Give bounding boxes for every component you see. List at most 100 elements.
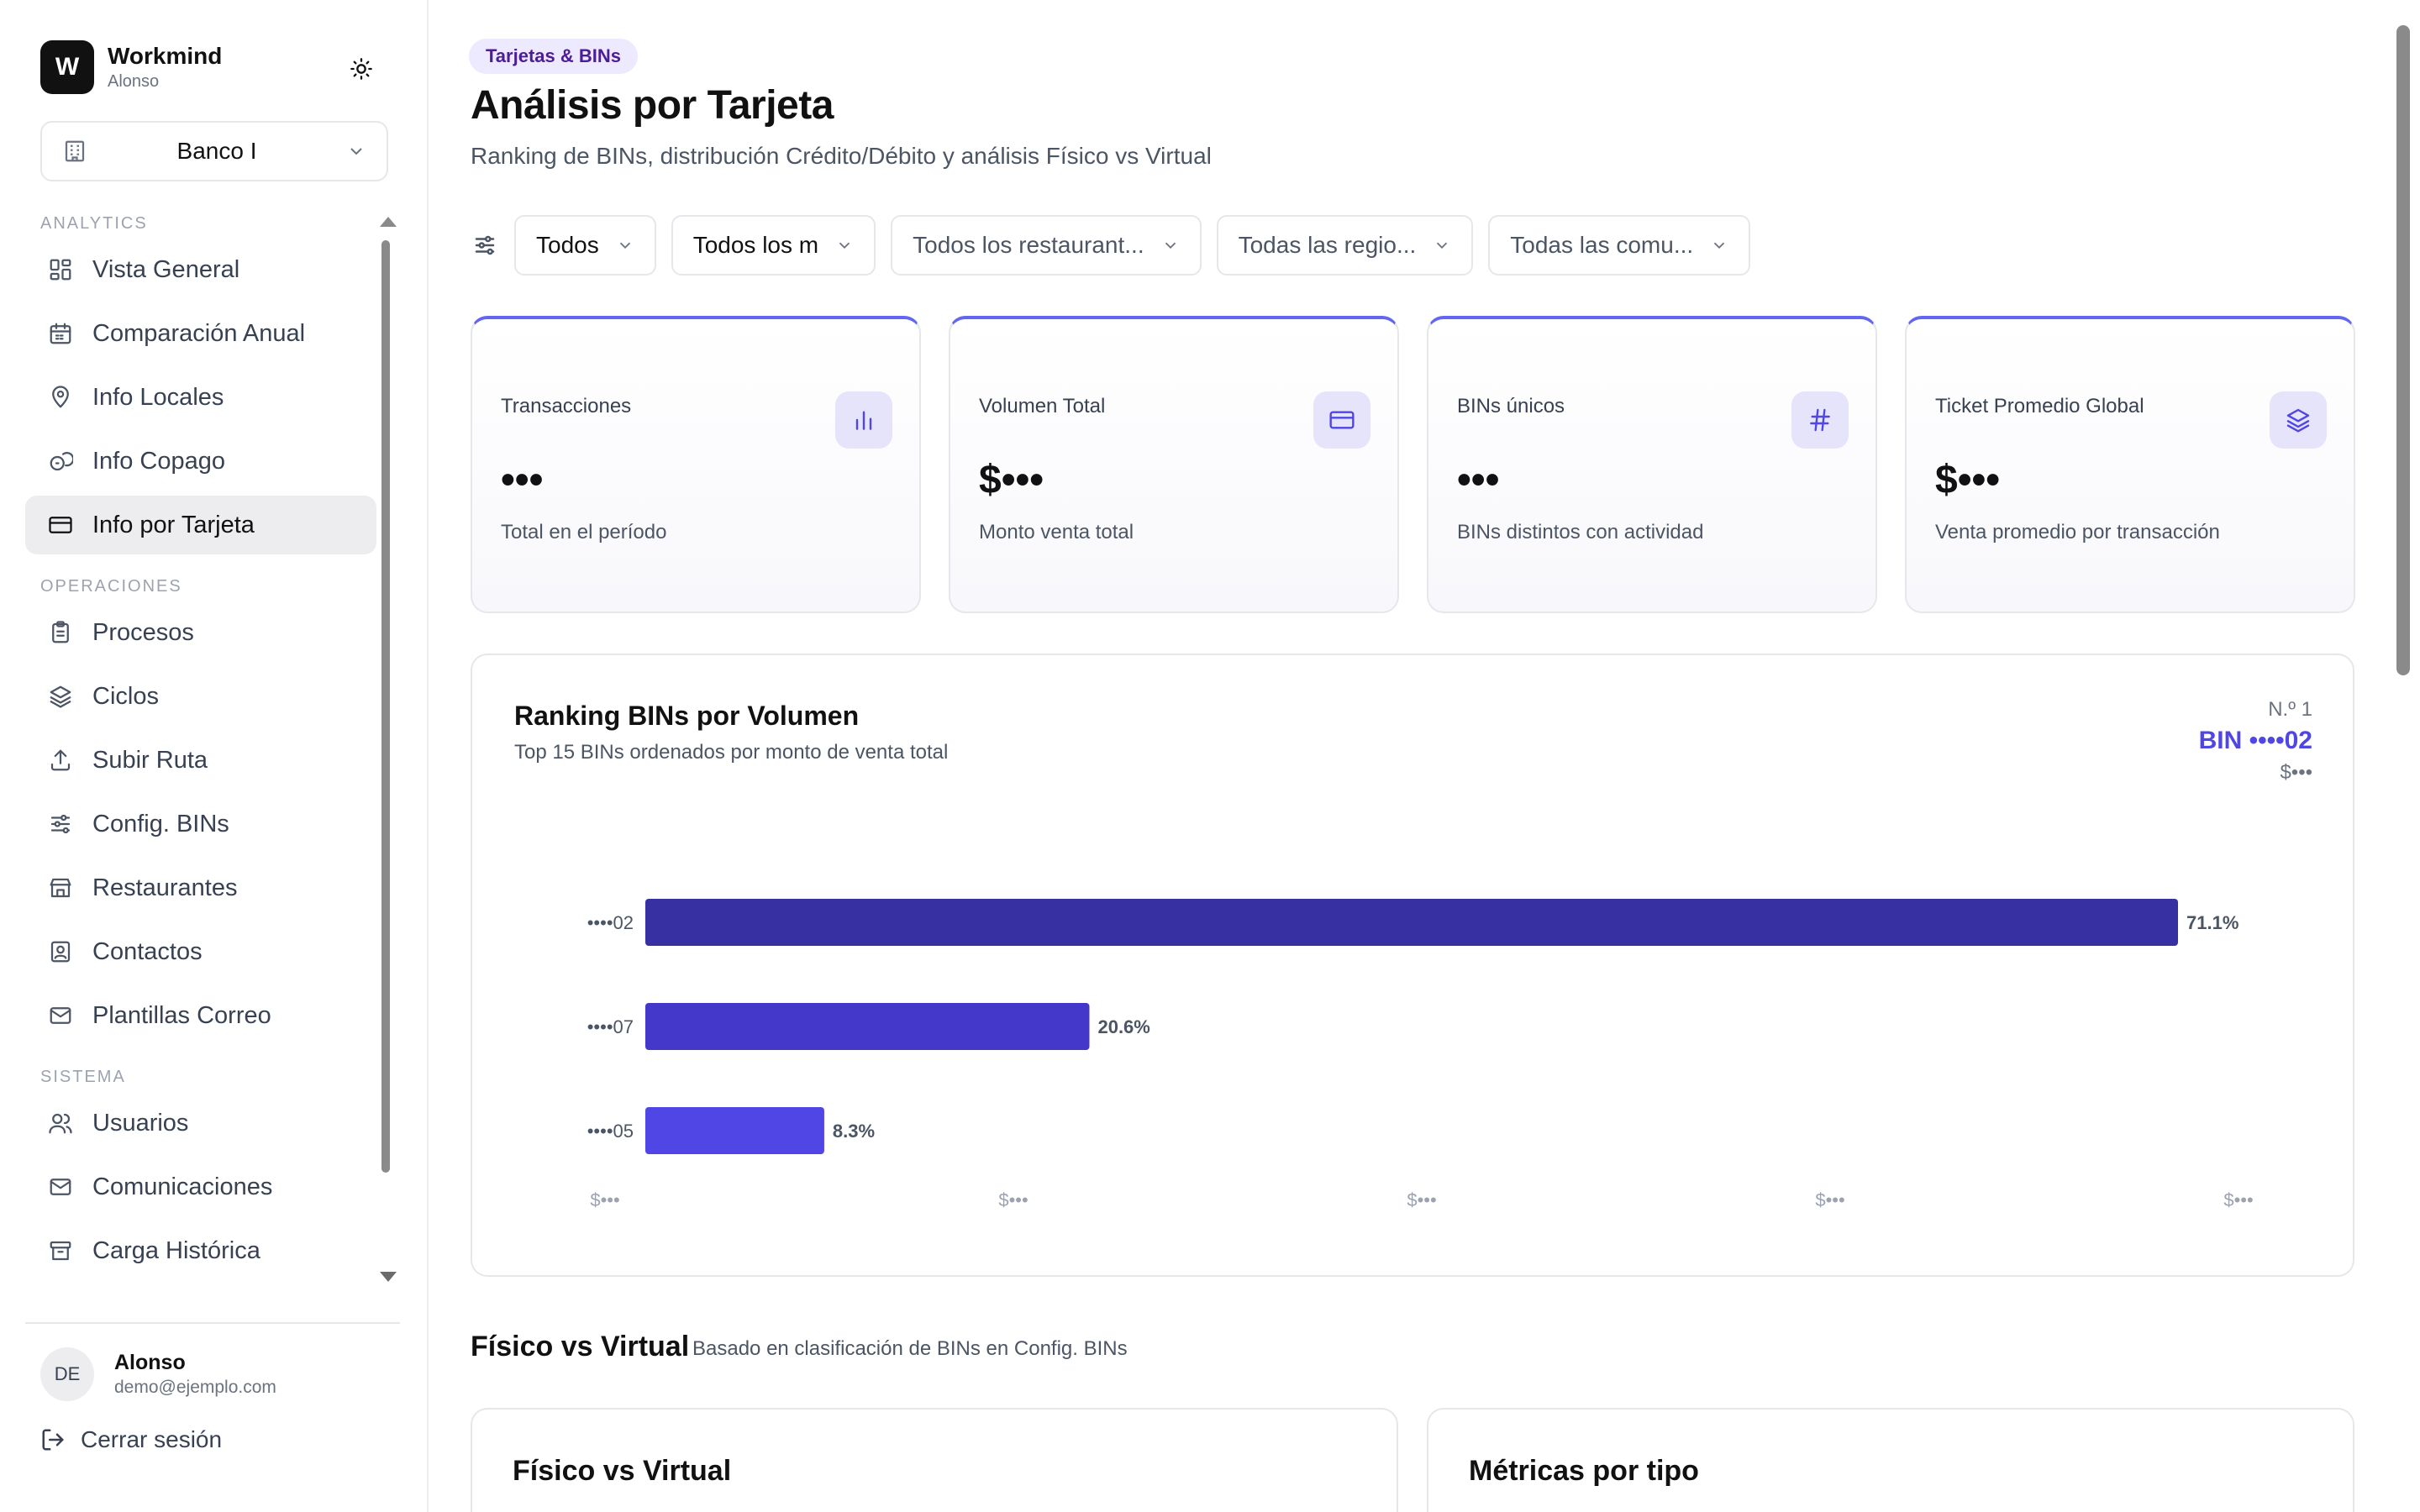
sidebar-item-label: Info por Tarjeta — [92, 511, 255, 538]
bin-bar[interactable] — [645, 899, 2178, 946]
map-pin-icon — [47, 384, 74, 411]
kpi-card: BINs únicos ••• BINs distintos con activid… — [1427, 316, 1877, 613]
ranking-subtitle: Top 15 BINs ordenados por monto de venta… — [514, 741, 949, 764]
chevron-down-icon — [835, 236, 854, 255]
x-axis-tick-label: $••• — [1815, 1189, 1844, 1210]
layers-icon — [2270, 391, 2327, 449]
filters-bar: Todos Todos los m Todos los restaurant... T… — [471, 215, 1765, 276]
sidebar-item-label: Comunicaciones — [92, 1173, 273, 1200]
kpi-title: Transacciones — [501, 395, 632, 417]
top-rank-label: N.º 1 — [2268, 698, 2312, 721]
sidebar-item-comparación-anual[interactable]: Comparación Anual — [25, 304, 376, 363]
filter-value: Todas las comu... — [1510, 232, 1694, 258]
page-scrollbar-thumb[interactable] — [2396, 25, 2410, 675]
sidebar-item-procesos[interactable]: Procesos — [25, 603, 376, 662]
calendar-icon — [47, 320, 74, 347]
scroll-down-arrow[interactable] — [380, 1272, 397, 1282]
users-icon — [47, 1110, 74, 1137]
bank-selector[interactable]: Banco I — [40, 121, 388, 181]
user-profile[interactable]: DE Alonso demo@ejemplo.com — [40, 1347, 276, 1401]
clipboard-icon — [47, 619, 74, 646]
filter-dropdown[interactable]: Todas las comu... — [1488, 215, 1751, 276]
sidebar-item-label: Comparación Anual — [92, 319, 306, 347]
top-bin-label: BIN ••••02 — [2198, 727, 2312, 754]
coins-icon — [47, 448, 74, 475]
bin-bar[interactable] — [645, 1107, 824, 1154]
logout-icon — [40, 1427, 66, 1452]
filter-dropdown[interactable]: Todos los m — [671, 215, 876, 276]
filter-dropdown[interactable]: Todos — [514, 215, 656, 276]
sidebar-scrollbar[interactable] — [380, 215, 390, 1282]
sidebar: W Workmind Alonso Banco I ANALYTICS Vista… — [0, 0, 429, 1512]
sidebar-item-config-bins[interactable]: Config. BINs — [25, 795, 376, 853]
section-badge: Tarjetas & BINs — [469, 39, 638, 74]
sidebar-item-ciclos[interactable]: Ciclos — [25, 667, 376, 726]
metrics-by-type-card-title: Métricas por tipo — [1469, 1455, 1699, 1487]
sidebar-item-carga-histórica[interactable]: Carga Histórica — [25, 1221, 376, 1280]
sidebar-item-contactos[interactable]: Contactos — [25, 922, 376, 981]
mail-icon — [47, 1173, 74, 1200]
layers-icon — [47, 683, 74, 710]
sidebar-item-label: Vista General — [92, 255, 240, 283]
nav-section-title: OPERACIONES — [40, 577, 182, 596]
brand-name: Workmind — [108, 43, 223, 69]
bin-value-label: 8.3% — [833, 1121, 875, 1142]
top-bin-summary: N.º 1 BIN ••••02 $••• — [2199, 696, 2312, 788]
contact-icon — [47, 938, 74, 965]
brand-logo: W — [40, 40, 94, 94]
brand[interactable]: W Workmind Alonso — [40, 40, 222, 94]
x-axis-tick-label: $••• — [590, 1189, 619, 1210]
sidebar-item-label: Info Locales — [92, 383, 224, 411]
bin-value-label: 71.1% — [2186, 912, 2238, 933]
bin-category-label: ••••02 — [587, 912, 634, 933]
sidebar-item-usuarios[interactable]: Usuarios — [25, 1094, 376, 1152]
sidebar-item-vista-general[interactable]: Vista General — [25, 240, 376, 299]
filter-dropdown[interactable]: Todas las regio... — [1216, 215, 1474, 276]
sidebar-nav: ANALYTICS Vista General Comparación Anual I… — [25, 198, 395, 1290]
chevron-down-icon — [1710, 236, 1728, 255]
sidebar-item-label: Usuarios — [92, 1109, 189, 1137]
sidebar-item-info-locales[interactable]: Info Locales — [25, 368, 376, 427]
dashboard-icon — [47, 256, 74, 283]
bin-value-label: 20.6% — [1097, 1016, 1150, 1037]
kpi-card: Transacciones ••• Total en el período — [471, 316, 921, 613]
sidebar-item-label: Info Copago — [92, 447, 226, 475]
kpi-subtitle: Monto venta total — [979, 521, 1134, 543]
sidebar-item-subir-ruta[interactable]: Subir Ruta — [25, 731, 376, 790]
sidebar-scrollbar-thumb[interactable] — [381, 240, 390, 1173]
theme-toggle-button[interactable] — [345, 52, 378, 86]
filter-value: Todos los restaurant... — [913, 232, 1144, 258]
ranking-card: Ranking BINs por Volumen Top 15 BINs ord… — [471, 654, 2354, 1277]
filter-dropdown[interactable]: Todos los restaurant... — [891, 215, 1202, 276]
scroll-up-arrow[interactable] — [380, 217, 397, 227]
chevron-down-icon — [1161, 236, 1180, 255]
filter-value: Todos los m — [692, 232, 819, 258]
kpi-value: $••• — [979, 458, 1044, 502]
sidebar-item-plantillas-correo[interactable]: Plantillas Correo — [25, 986, 376, 1045]
top-bin-value: $••• — [2280, 761, 2312, 784]
sidebar-item-comunicaciones[interactable]: Comunicaciones — [25, 1158, 376, 1216]
logout-button[interactable]: Cerrar sesión — [40, 1426, 222, 1453]
kpi-value: $••• — [1935, 458, 2001, 502]
credit-card-icon — [1313, 391, 1370, 449]
kpi-value: ••• — [501, 458, 544, 502]
sidebar-item-restaurantes[interactable]: Restaurantes — [25, 858, 376, 917]
x-axis-tick-label: $••• — [998, 1189, 1028, 1210]
filter-value: Todas las regio... — [1238, 232, 1417, 258]
kpi-title: Ticket Promedio Global — [1935, 395, 2144, 417]
sidebar-item-label: Procesos — [92, 618, 194, 646]
bin-category-label: ••••05 — [587, 1121, 634, 1142]
nav-section-title: ANALYTICS — [40, 214, 148, 233]
logout-label: Cerrar sesión — [81, 1426, 223, 1452]
bin-bar[interactable] — [645, 1003, 1090, 1050]
bin-category-label: ••••07 — [587, 1016, 634, 1037]
sidebar-item-info-por-tarjeta[interactable]: Info por Tarjeta — [25, 496, 376, 554]
building-icon — [62, 139, 87, 164]
sidebar-item-label: Carga Histórica — [92, 1236, 260, 1264]
store-icon — [47, 874, 74, 901]
sidebar-item-info-copago[interactable]: Info Copago — [25, 432, 376, 491]
kpi-title: BINs únicos — [1457, 395, 1565, 417]
user-email: demo@ejemplo.com — [114, 1378, 276, 1397]
page-subtitle: Ranking de BINs, distribución Crédito/Dé… — [471, 143, 1212, 169]
chevron-down-icon — [616, 236, 634, 255]
